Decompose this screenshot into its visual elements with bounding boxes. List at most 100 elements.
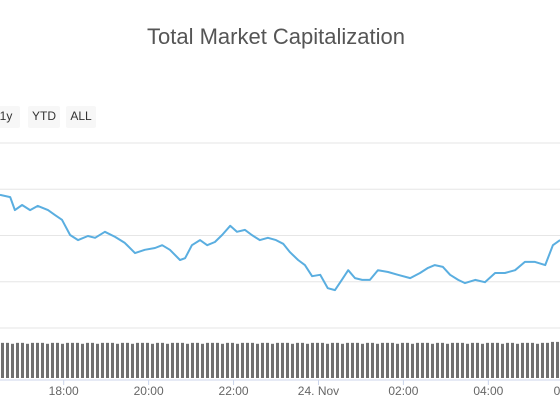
volume-bar [311, 342, 314, 378]
volume-bar [21, 342, 24, 378]
x-tick-label: 0 [554, 384, 560, 398]
volume-bar [371, 342, 374, 378]
x-tick-label: 20:00 [134, 384, 164, 398]
volume-bar [186, 343, 189, 378]
volume-bar [301, 342, 304, 378]
volume-bar [556, 341, 559, 378]
volume-bar [531, 342, 534, 378]
volume-bar [221, 343, 224, 378]
volume-bar [66, 342, 69, 378]
range-button[interactable] [66, 106, 96, 128]
volume-bar [276, 342, 279, 378]
volume-bar [356, 342, 359, 378]
volume-bar [396, 343, 399, 378]
volume-bar [211, 342, 214, 378]
volume-bar [451, 342, 454, 378]
volume-bar [481, 343, 484, 378]
volume-bar [171, 342, 174, 378]
volume-bar [476, 342, 479, 378]
volume-bar [56, 342, 59, 378]
volume-bar [421, 342, 424, 378]
volume-bar [16, 342, 19, 378]
volume-bar [236, 343, 239, 378]
volume-bar [256, 343, 259, 378]
volume-bar [291, 343, 294, 378]
volume-bar [511, 342, 514, 378]
volume-bar [536, 343, 539, 378]
volume-bar [111, 342, 114, 378]
volume-bar [336, 342, 339, 378]
volume-bar [26, 343, 29, 378]
volume-bar [326, 343, 329, 378]
volume-bar [321, 342, 324, 378]
range-button-label[interactable]: ALL [70, 109, 92, 123]
x-tick-label: 18:00 [49, 384, 79, 398]
range-button-label[interactable]: YTD [32, 109, 56, 123]
volume-bar [216, 342, 219, 378]
volume-bar [6, 342, 9, 378]
volume-bar [116, 343, 119, 378]
volume-bar [521, 342, 524, 378]
volume-bar [196, 342, 199, 378]
volume-bar [271, 343, 274, 378]
volume-bar [146, 342, 149, 378]
volume-bar [51, 342, 54, 378]
volume-bar [541, 342, 544, 378]
volume-bar [176, 342, 179, 378]
volume-bar [181, 342, 184, 378]
volume-bar [251, 342, 254, 378]
volume-bar [381, 342, 384, 378]
volume-bar [331, 342, 334, 378]
range-selector: 1y YTD ALL [0, 106, 96, 128]
volume-bar [376, 343, 379, 378]
range-button[interactable] [0, 106, 20, 128]
line-series [0, 193, 560, 292]
x-tick-label: 04:00 [473, 384, 503, 398]
volume-bar [351, 342, 354, 378]
volume-bar [386, 342, 389, 378]
volume-bar [391, 342, 394, 378]
volume-bar [416, 342, 419, 378]
volume-bar [471, 342, 474, 378]
volume-bar [81, 343, 84, 378]
volume-bar [441, 342, 444, 378]
volume-bar [341, 343, 344, 378]
volume-bar [91, 342, 94, 378]
volume-bar [231, 342, 234, 378]
volume-bar [296, 342, 299, 378]
volume-bar [501, 343, 504, 378]
volume-bar [516, 343, 519, 378]
volume-bar [401, 342, 404, 378]
volume-bar [201, 343, 204, 378]
volume-bar [426, 342, 429, 378]
range-button-label[interactable]: 1y [0, 109, 12, 123]
x-tick-label: 24. Nov [298, 384, 339, 398]
volume-bar [226, 342, 229, 378]
volume-bar [496, 342, 499, 378]
volume-bar [86, 342, 89, 378]
volume-bar [466, 343, 469, 378]
volume-bar [266, 342, 269, 378]
volume-bar [141, 342, 144, 378]
volume-bar [261, 342, 264, 378]
volume-bar [46, 343, 49, 378]
volume-bar [1, 342, 4, 378]
volume-bar [131, 343, 134, 378]
volume-bar [431, 343, 434, 378]
volume-bar [206, 342, 209, 378]
volume-bar [96, 343, 99, 378]
x-tick-label: 02:00 [388, 384, 418, 398]
volume-bar [246, 342, 249, 378]
volume-bar [126, 342, 129, 378]
volume-bar [361, 343, 364, 378]
volume-bar [546, 342, 549, 378]
volume-bar [136, 342, 139, 378]
chart-title: Total Market Capitalization [147, 24, 405, 49]
volume-bar [101, 342, 104, 378]
range-button[interactable] [28, 106, 60, 128]
volume-bar [36, 342, 39, 378]
volume-bar [61, 343, 64, 378]
volume-bar [31, 342, 34, 378]
volume-bar [286, 342, 289, 378]
